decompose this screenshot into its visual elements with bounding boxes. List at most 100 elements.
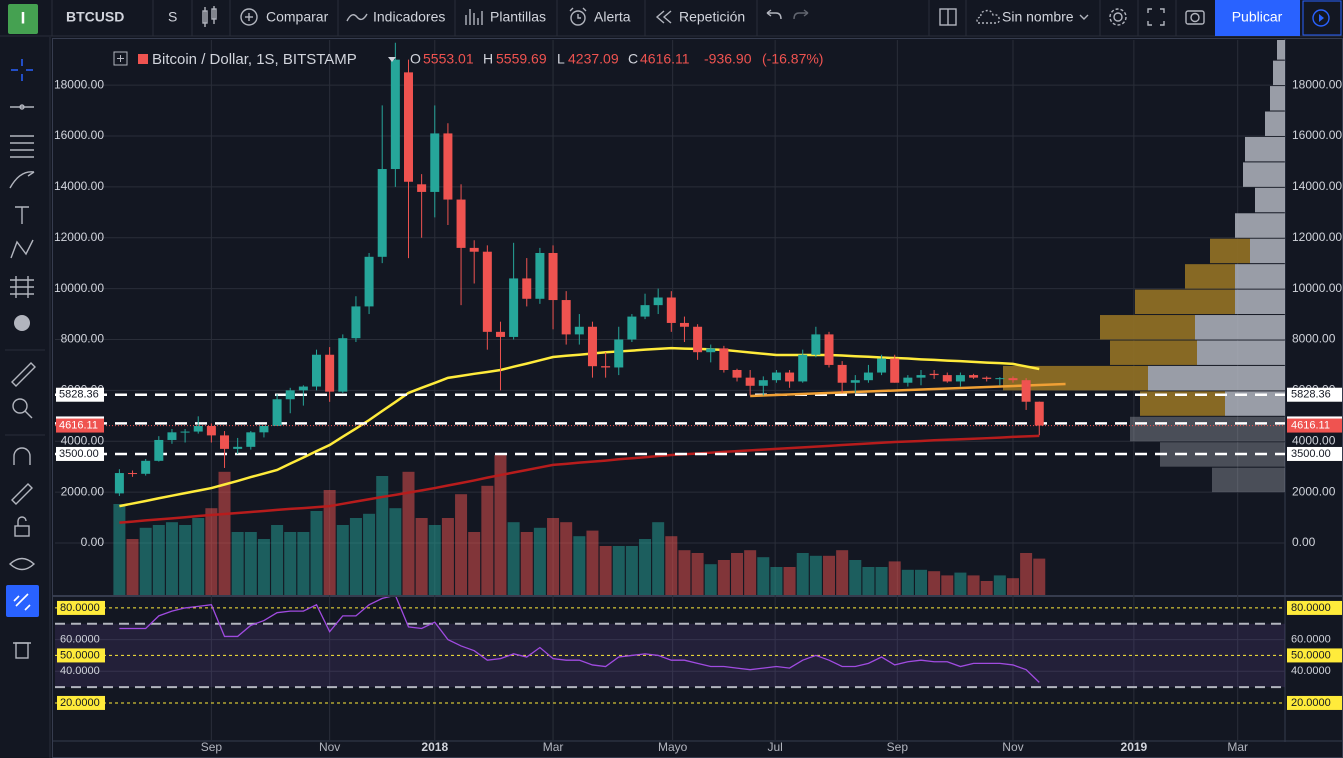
symbol[interactable]: BTCUSD [66, 9, 124, 25]
y-tick-label: 18000.00 [54, 77, 104, 91]
logo-text[interactable]: I [21, 8, 26, 27]
sync-tool-active[interactable] [6, 585, 39, 617]
candle-body [509, 278, 519, 337]
undo-icon[interactable] [766, 9, 782, 20]
volume-bar [586, 530, 599, 595]
ruler-tool[interactable] [11, 362, 36, 387]
templates-button[interactable]: Plantillas [490, 9, 546, 25]
publish-button[interactable] [1215, 0, 1300, 36]
y-tick-label: 12000.00 [1292, 230, 1342, 244]
volume-bar [862, 567, 875, 595]
profile-sell [1277, 40, 1285, 60]
rsi-pane [55, 597, 1285, 704]
level-label: 5828.36 [1291, 389, 1331, 401]
prediction-tool[interactable] [10, 276, 34, 298]
layout-icon[interactable] [939, 8, 957, 26]
cloud-icon[interactable] [976, 9, 1000, 24]
candle-body [364, 256, 374, 307]
volume-bar [376, 476, 389, 595]
chart-style-icon[interactable] [202, 6, 217, 27]
settings-icon[interactable] [1109, 8, 1127, 26]
indicators-icon[interactable] [346, 13, 368, 22]
volume-bar [547, 518, 560, 595]
candle-body [679, 322, 689, 327]
snapshot-icon[interactable] [1185, 10, 1205, 25]
volume-bar [757, 557, 770, 595]
collapse-icon[interactable] [117, 55, 124, 62]
rsi-tick-label: 20.0000 [1291, 697, 1331, 709]
layout-name[interactable]: Sin nombre [1002, 9, 1074, 25]
alert-icon[interactable] [569, 7, 587, 26]
chart-title: Bitcoin / Dollar, 1S, BITSTAMP [152, 51, 357, 68]
volume-bar [179, 525, 192, 595]
y-tick-label: 14000.00 [1292, 179, 1342, 193]
ohlc-value: 4237.09 [568, 51, 619, 67]
candle-body [561, 300, 571, 335]
volume-bar [428, 525, 441, 595]
volume-bar [901, 569, 914, 595]
x-tick-label: Mayo [658, 740, 688, 754]
volume-bar [717, 560, 730, 595]
indicators-button[interactable]: Indicadores [373, 9, 445, 25]
panel-icon[interactable] [1312, 9, 1330, 27]
candle-body [693, 326, 703, 353]
symbol-dropdown[interactable] [388, 57, 396, 62]
draw-mode-tool[interactable] [11, 483, 33, 505]
sync-icon[interactable] [13, 593, 31, 611]
magnet-tool[interactable] [13, 447, 31, 465]
visibility-tool[interactable] [8, 557, 36, 571]
interval[interactable]: S [168, 9, 177, 25]
candle-body [469, 247, 479, 252]
compare-icon[interactable] [240, 8, 258, 26]
logo[interactable] [8, 4, 38, 34]
volume-bar [218, 471, 231, 595]
collapse-button[interactable] [113, 51, 128, 66]
profile-sell [1235, 213, 1285, 238]
lock-tool[interactable] [14, 516, 30, 537]
pattern-tool[interactable] [10, 239, 34, 259]
redo-icon[interactable] [793, 9, 809, 20]
profile-sell [1270, 86, 1285, 111]
zoom-tool[interactable] [12, 398, 33, 419]
text-tool[interactable] [15, 206, 29, 224]
line-tool[interactable] [10, 104, 34, 110]
brush-tool[interactable] [9, 171, 35, 189]
volume-bar [336, 525, 349, 595]
volume-bar [941, 575, 954, 595]
ohlc-value: 5553.01 [423, 51, 474, 67]
candle-body [745, 377, 755, 386]
candle-body [732, 370, 742, 378]
x-tick-label: Nov [319, 740, 340, 754]
x-tick-label: 2018 [421, 740, 448, 754]
delete-tool[interactable] [13, 642, 31, 659]
alert-button[interactable]: Alerta [594, 9, 631, 25]
candle-body [601, 366, 611, 368]
crosshair-tool[interactable] [11, 59, 33, 81]
icon-tool[interactable] [14, 315, 30, 331]
candle-body [443, 133, 453, 200]
y-tick-label: 4000.00 [1292, 433, 1336, 447]
layout-dropdown[interactable] [1079, 14, 1089, 20]
volume-bar [770, 567, 783, 595]
candle-body [167, 432, 177, 440]
y-tick-label: 16000.00 [1292, 128, 1342, 142]
level-label: 3500.00 [1291, 448, 1331, 460]
volume-bar [573, 536, 586, 595]
replay-icon[interactable] [655, 10, 672, 24]
compare-button[interactable]: Comparar [266, 9, 329, 25]
candle-body [298, 386, 308, 391]
candle-body [850, 380, 860, 383]
volume-bar [783, 567, 796, 595]
volume-bar [507, 522, 520, 595]
volume-bar [284, 532, 297, 595]
fib-tool[interactable] [10, 135, 34, 158]
rsi-tick-label: 80.0000 [1291, 602, 1331, 614]
volume-bar [652, 522, 665, 595]
templates-icon[interactable] [465, 9, 483, 25]
publish-label[interactable]: Publicar [1232, 9, 1283, 25]
replay-button[interactable]: Repetición [679, 9, 745, 25]
candle-body [758, 380, 768, 386]
profile-buy [1210, 238, 1250, 264]
candle-body [942, 375, 952, 382]
fullscreen-icon[interactable] [1147, 8, 1165, 26]
